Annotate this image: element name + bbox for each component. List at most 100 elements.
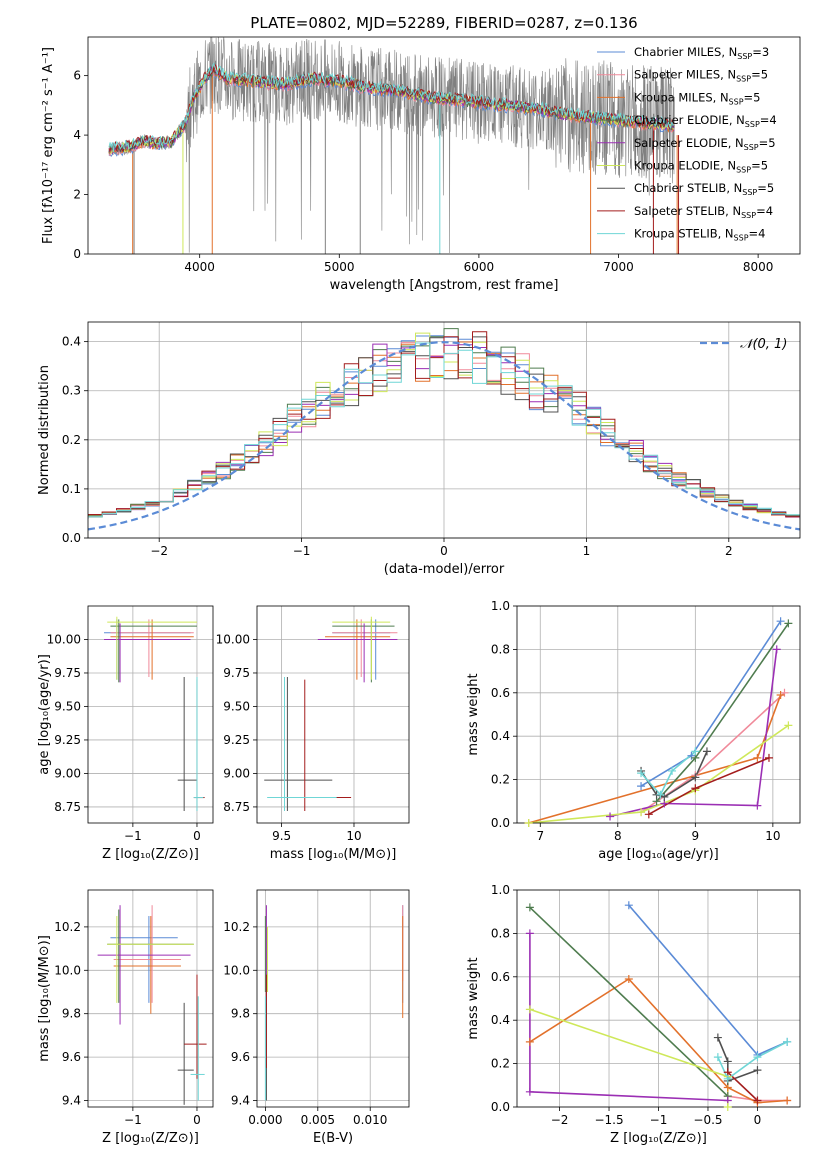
weight-marker-chabrier_stelib [723,1057,732,1066]
y-tick-label: 10.0 [223,963,250,977]
x-tick-label: −1.5 [594,1113,623,1127]
legend-label: Kroupa STELIB, N [634,227,734,241]
y-axis-label: mass [log₁₀(M/M⊙)] [37,935,52,1062]
weight-marker-kroupa_elodie [723,1103,732,1111]
weight-marker-kroupa_stelib [753,1053,762,1062]
x-tick-label: 0 [193,829,201,843]
weight-marker-chabrier_miles [624,901,633,910]
weight-line-salpeter_elodie [609,649,778,818]
x-axis-label: (data-model)/error [384,562,505,577]
x-tick-label: 6000 [464,260,495,274]
y-tick-label: 0.6 [491,686,510,700]
axes-age_vs_mass: 9.5 10 8.75 9.00 9.25 9.50 9.75 10.00 mass [log₁… [216,605,410,862]
axes-frame [87,36,801,255]
y-tick-label: 10.00 [47,632,81,646]
weight-marker-salpeter_elodie [772,645,781,654]
y-tick-label: 0.1 [62,482,81,496]
legend-sub: SSP [744,143,759,152]
y-tick-label: 9.4 [231,1093,250,1107]
y-tick-label: 0 [73,247,81,261]
weight-marker-kroupa_stelib [668,766,677,775]
y-tick-label: 0.8 [491,642,510,656]
x-tick-label: 0.000 [248,1113,282,1127]
weight-marker-kroupa_elodie [784,721,793,730]
histogram-kroupa_stelib [88,342,800,519]
legend-tail: =4 [756,204,773,218]
legend-label: Salpeter ELODIE, N [634,136,744,150]
y-axis-label: Flux [fλ10⁻¹⁷ erg cm⁻² s⁻¹ A⁻¹] [41,47,56,244]
y-tick-label: 10.00 [216,632,250,646]
plot-area [88,328,800,531]
legend-entry: Chabrier STELIB, NSSP=5 [634,181,774,197]
x-tick-label: −1 [124,829,142,843]
weight-marker-salpeter_stelib [691,784,700,793]
x-axis-label: Z [log₁₀(Z/Z⊙)] [610,1131,707,1146]
axes-frame [256,889,410,1108]
weight-marker-kroupa_elodie [637,808,646,817]
legend-label: Kroupa MILES, N [634,90,729,104]
legend-tail: =5 [759,136,776,150]
legend-sub: SSP [741,211,756,220]
axes-weight_vs_Z: −2 −1.5 −1 −0.5 0 0.0 0.2 0.4 0.6 0.8 1.0 Z [log₁₀(… [466,883,801,1146]
y-axis-label: Normed distribution [37,365,52,495]
x-tick-label: −2 [150,544,168,558]
y-tick-label: 4 [73,128,81,142]
weight-line-kroupa_stelib [717,1041,788,1081]
axes-frame [256,605,410,824]
axes-frame [87,889,214,1108]
plot-area [108,37,680,254]
axes-mass_vs_Z: −1 0 9.4 9.6 9.8 10.0 10.2 Z [log₁₀(Z/Z⊙)] mass … [37,889,214,1146]
weight-marker-kroupa_stelib [713,1053,722,1062]
weight-marker-chabrier_miles [637,782,646,791]
y-tick-label: 9.25 [223,733,250,747]
weight-marker-kroupa_stelib [691,747,700,756]
y-tick-label: 0.4 [491,1013,510,1027]
legend-tail: =4 [760,113,777,127]
x-axis-label: Z [log₁₀(Z/Z⊙)] [102,847,199,862]
weight-line-kroupa_stelib [640,750,696,797]
x-axis-label: E(B-V) [313,1131,353,1146]
weight-marker-kroupa_stelib [783,1037,792,1046]
weight-marker-chabrier_elodie [784,619,793,628]
x-tick-label: 5000 [324,260,355,274]
y-tick-label: 9.00 [223,766,250,780]
legend-entry: Kroupa MILES, NSSP=5 [634,90,760,106]
legend-entry: Salpeter STELIB, NSSP=4 [634,204,773,220]
y-tick-label: 9.50 [54,699,81,713]
y-tick-label: 1.0 [491,599,510,613]
x-tick-label: 0 [754,1113,762,1127]
x-tick-label: 0.005 [301,1113,335,1127]
plot-area [264,616,398,811]
x-tick-label: 7 [536,829,544,843]
y-tick-label: 8.75 [54,800,81,814]
y-tick-label: 9.6 [231,1050,250,1064]
y-tick-label: 1.0 [491,883,510,897]
legend-entry: Kroupa ELODIE, NSSP=5 [634,159,768,175]
y-tick-label: 0.4 [62,335,81,349]
legend-tail: =4 [749,227,766,241]
axes-age_vs_Z: −1 0 8.75 9.00 9.25 9.50 9.75 10.00 Z [log₁₀(Z/Z… [37,605,214,862]
legend-tail: =5 [751,68,768,82]
weight-marker-salpeter_elodie [525,929,534,938]
y-tick-label: 10.2 [54,920,81,934]
weight-marker-chabrier_stelib [691,773,700,782]
weight-marker-kroupa_elodie [525,1005,534,1014]
y-axis-label: mass weight [466,957,481,1039]
normal-reference-curve [88,341,800,531]
y-axis-label: age [log₁₀(age/yr)] [37,654,52,775]
y-tick-label: 9.00 [54,766,81,780]
weight-marker-kroupa_stelib [637,769,646,778]
y-tick-label: 9.25 [54,733,81,747]
weight-marker-salpeter_elodie [606,812,615,821]
y-tick-label: 0.3 [62,384,81,398]
x-axis-label: wavelength [Angstrom, rest frame] [330,278,559,293]
weight-marker-kroupa_miles [776,690,785,699]
x-tick-label: −0.5 [693,1113,722,1127]
legend-label: Chabrier ELODIE, N [634,113,745,127]
axes-weight_vs_age: 7 8 9 10 0.0 0.2 0.4 0.6 0.8 1.0 age [log₁₀(age/yr… [466,599,801,862]
legend-entry: Salpeter ELODIE, NSSP=5 [634,136,776,152]
x-tick-label: 9.5 [272,829,291,843]
legend-sub: SSP [736,75,751,84]
